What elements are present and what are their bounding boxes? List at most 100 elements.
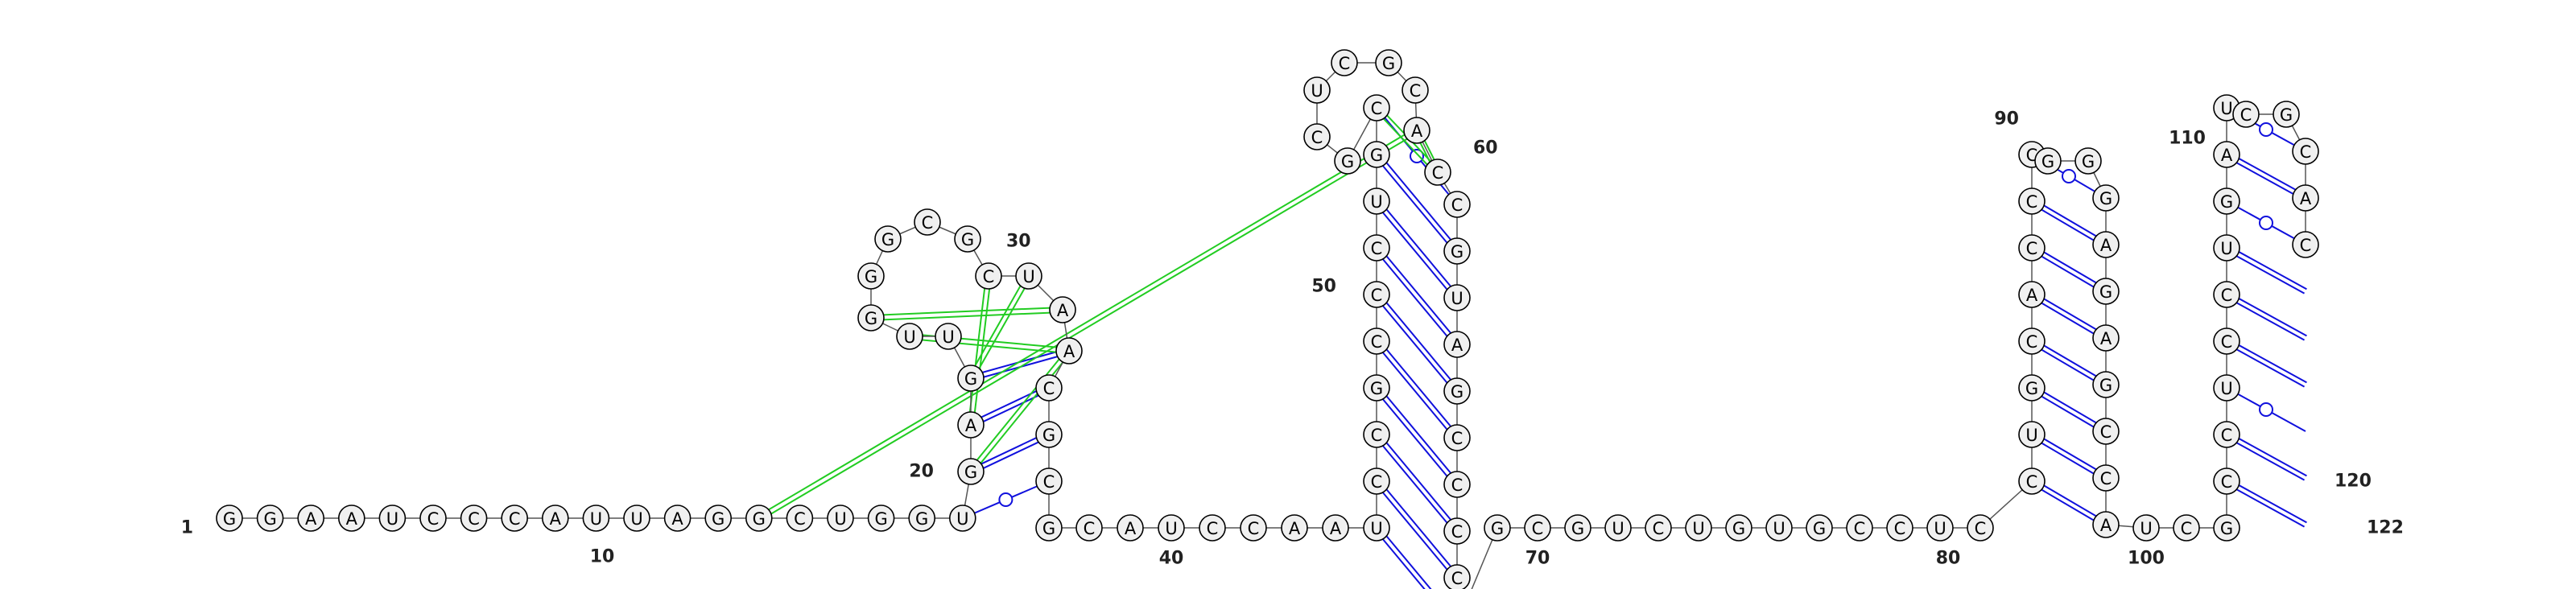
nucleotide-42: C [1240, 514, 1267, 542]
nucleotide-letter: A [671, 509, 683, 529]
nucleotide-letter: G [1451, 242, 1463, 262]
nucleotide-circle [1015, 262, 1042, 290]
nucleotide-84: U [1926, 514, 1954, 542]
base-pair-line [2029, 342, 2105, 388]
nucleotide-70: C [1443, 517, 1471, 545]
base-pair-line [969, 431, 1049, 471]
nucleotide-64: G [1443, 237, 1471, 265]
nucleotide-letter: C [1653, 519, 1665, 538]
nucleotide-56: C [1303, 123, 1331, 150]
nucleotide-letter: C [427, 509, 440, 529]
nucleotide-letter: U [2220, 99, 2232, 118]
nucleotide-circle [2092, 231, 2120, 258]
nucleotide-82: C [1846, 514, 1873, 542]
nucleotide-circle [2018, 421, 2046, 448]
nucleotide-letter: G [2220, 519, 2233, 538]
numbering-label: 122 [2367, 518, 2404, 538]
nucleotide-117: G [2273, 101, 2300, 128]
nucleotide-40: U [1158, 514, 1185, 542]
nucleotide-letter: A [2300, 189, 2312, 208]
pseudoknot-pair-line [757, 127, 1416, 517]
nucleotide-90: A [2018, 281, 2046, 308]
nucleotide-63: C [1443, 191, 1471, 218]
nucleotide-letter: U [386, 509, 398, 529]
nucleotide-10: U [582, 505, 610, 532]
nucleotide-circle [2034, 147, 2062, 175]
nucleotide-circle [1363, 374, 1390, 402]
nucleotide-letter: C [2026, 472, 2038, 492]
nucleotide-circle [2018, 374, 2046, 402]
nucleotide-95: G [2074, 147, 2102, 175]
nucleotide-79: G [1725, 514, 1752, 542]
nucleotide-letter: A [2100, 236, 2112, 255]
base-pair-line [2029, 295, 2105, 341]
nucleotide-letter: G [223, 509, 236, 529]
base-pair-line [1373, 295, 1456, 393]
nucleotide-106: G [2213, 514, 2240, 542]
nucleotide-circle [954, 225, 981, 253]
nucleotide-circle [501, 505, 529, 532]
nucleotide-circle [256, 505, 284, 532]
nucleotide-letter: G [1382, 54, 1395, 73]
nucleotide-circle [2292, 184, 2319, 212]
base-pair-line [1373, 342, 1456, 440]
nucleotide-letter: A [2026, 286, 2038, 305]
nucleotide-letter: C [1451, 569, 1463, 588]
nucleotide-circle [1331, 49, 1358, 76]
nucleotide-circle [908, 505, 935, 532]
nucleotide-letter: A [2221, 146, 2233, 165]
base-pair-line [2033, 198, 2108, 244]
nucleotide-53: G [1363, 141, 1390, 168]
nucleotide-letter: U [1370, 519, 1382, 538]
nucleotide-28: C [914, 208, 941, 236]
base-pair-line [1377, 152, 1460, 250]
nucleotide-letter: A [550, 509, 562, 529]
nucleotide-54: C [1363, 94, 1390, 122]
nucleotide-circle [1484, 514, 1511, 542]
nucleotide-13: G [704, 505, 733, 532]
nucleotide-15: C [786, 505, 814, 532]
nucleotide-33: A [1055, 337, 1083, 365]
nucleotide-circle [1846, 514, 1873, 542]
nucleotide-circle [1303, 123, 1331, 150]
nucleotide-letter: C [1248, 519, 1260, 538]
base-pair-line [2029, 249, 2105, 294]
nucleotide-letter: C [1894, 519, 1906, 538]
nucleotide-87: U [2018, 421, 2046, 448]
nucleotide-35: G [1035, 421, 1063, 448]
base-pair-line [2225, 155, 2306, 201]
nucleotide-99: A [2092, 324, 2120, 352]
nucleotide-60: C [1402, 76, 1429, 104]
nucleotide-letter: G [1813, 519, 1826, 538]
nucleotide-37: G [1035, 514, 1063, 542]
nucleotide-letter: C [509, 509, 521, 529]
pseudoknot-pair-line [870, 307, 1063, 317]
nucleotide-circle [2092, 184, 2120, 212]
nucleotide-letter: C [1207, 519, 1219, 538]
base-pairs-layer [757, 105, 2307, 589]
nucleotide-93: C [2018, 141, 2046, 168]
nucleotide-letter: U [2220, 379, 2232, 398]
nucleotide-44: A [1322, 514, 1349, 542]
nucleotide-39: A [1117, 514, 1144, 542]
nucleotide-circle [1363, 94, 1390, 122]
nucleotide-letter: C [1371, 99, 1383, 118]
nucleotide-circle [541, 505, 569, 532]
nucleotide-100: G [2092, 371, 2120, 398]
nucleotide-120: C [2292, 231, 2319, 258]
nucleotide-58: C [1331, 49, 1358, 76]
nucleotide-letter: G [2280, 105, 2293, 125]
nucleotide-12: A [663, 505, 691, 532]
nucleotide-68: C [1443, 424, 1471, 451]
base-pair-line [2029, 482, 2105, 528]
nucleotide-118: C [2292, 138, 2319, 165]
base-pair-line [2033, 385, 2108, 430]
nucleotide-2: G [256, 505, 284, 532]
nucleotide-letter: C [1975, 519, 1987, 538]
base-pair-line [2225, 482, 2306, 528]
nucleotide-31: U [1015, 262, 1042, 290]
base-pair-line [2033, 338, 2108, 384]
nucleotide-letter: G [2099, 189, 2112, 208]
base-pair-line [1377, 385, 1460, 484]
